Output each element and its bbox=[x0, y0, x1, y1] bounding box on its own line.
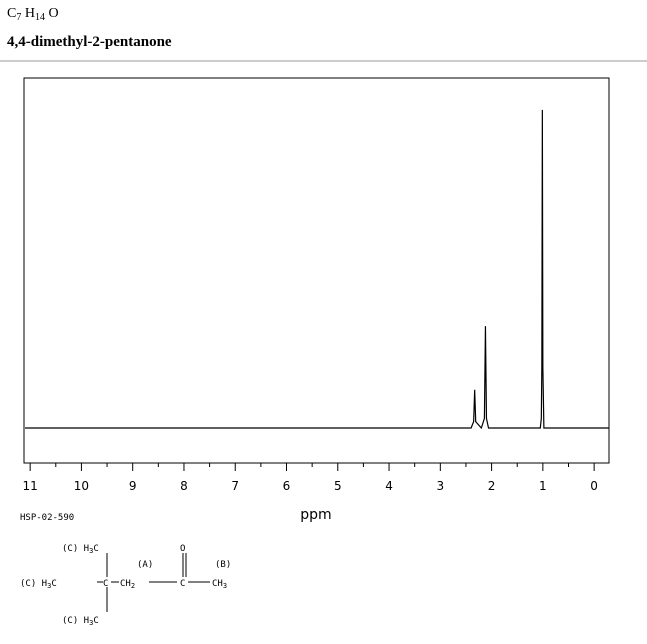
structure-label-part: 3 bbox=[47, 582, 51, 590]
structure-label-part: (C) H bbox=[62, 544, 89, 554]
spectrum-line bbox=[25, 109, 610, 430]
structure-label-part: C bbox=[93, 544, 98, 554]
structure-label-part: O bbox=[180, 544, 185, 554]
x-tick-label: 5 bbox=[334, 479, 342, 493]
x-tick-label: 11 bbox=[23, 479, 38, 493]
structure-label-part: CH bbox=[212, 579, 223, 589]
structure-label: (C) H3C bbox=[62, 544, 99, 555]
formula-part: 14 bbox=[35, 12, 45, 23]
x-tick-label: 6 bbox=[283, 479, 291, 493]
structure-label-part: CH bbox=[120, 579, 131, 589]
structure-label: (C) H3C bbox=[20, 579, 57, 590]
structure-label-part: 3 bbox=[89, 619, 93, 627]
structure-label: CH2 bbox=[120, 579, 135, 590]
x-tick-label: 4 bbox=[385, 479, 393, 493]
structure-label-part: C bbox=[93, 616, 98, 626]
formula-part: 7 bbox=[16, 12, 21, 23]
x-tick-label: 7 bbox=[231, 479, 239, 493]
x-tick-label: 8 bbox=[180, 479, 188, 493]
structure-label: (C) H3C bbox=[62, 616, 99, 627]
structure-label: (A) bbox=[137, 560, 153, 570]
x-tick-label: 10 bbox=[74, 479, 89, 493]
formula-part: H bbox=[21, 6, 35, 21]
x-tick-label: 0 bbox=[590, 479, 598, 493]
x-axis-label: ppm bbox=[300, 507, 331, 523]
x-tick-label: 9 bbox=[129, 479, 137, 493]
formula-part: C bbox=[7, 6, 16, 21]
structure-label-part: 2 bbox=[131, 582, 135, 590]
structure-label-part: (C) H bbox=[62, 616, 89, 626]
structure-label-part: 3 bbox=[223, 582, 227, 590]
compound-name: 4,4-dimethyl-2-pentanone bbox=[7, 34, 172, 50]
structure-label: (B) bbox=[215, 560, 231, 570]
structure-label-part: C bbox=[180, 579, 185, 589]
structure-label: C bbox=[180, 579, 185, 589]
structure-label: C bbox=[103, 579, 108, 589]
structure-label: O bbox=[180, 544, 185, 554]
structure-label-part: (C) H bbox=[20, 579, 47, 589]
spectrum-code: HSP-02-590 bbox=[20, 513, 74, 523]
x-tick-label: 1 bbox=[539, 479, 547, 493]
structure-label: CH3 bbox=[212, 579, 227, 590]
formula-part: O bbox=[45, 6, 59, 21]
formula: C7 H14 O bbox=[7, 6, 59, 23]
plot-frame bbox=[23, 77, 610, 464]
structure-bonds bbox=[97, 553, 210, 612]
structure-label-part: (B) bbox=[215, 560, 231, 570]
x-tick-label: 3 bbox=[436, 479, 444, 493]
structure-label-part: (A) bbox=[137, 560, 153, 570]
structure-label-part: C bbox=[103, 579, 108, 589]
structure-label-part: C bbox=[51, 579, 56, 589]
x-tick-label: 2 bbox=[488, 479, 496, 493]
structure-label-part: 3 bbox=[89, 547, 93, 555]
